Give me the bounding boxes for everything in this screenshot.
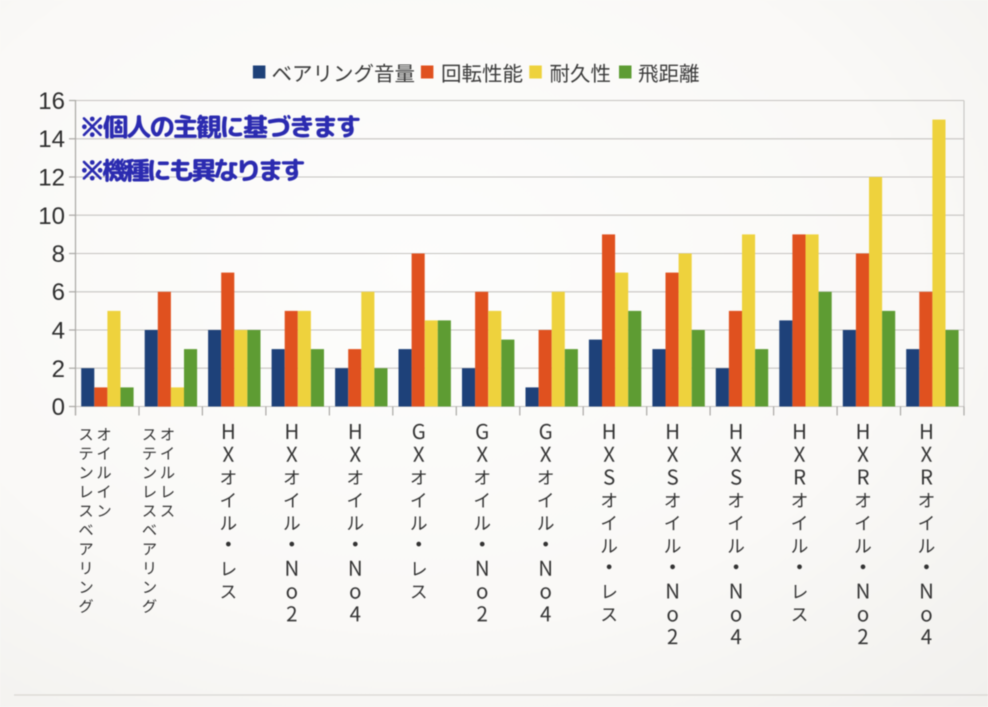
svg-text:10: 10 bbox=[38, 203, 65, 230]
svg-text:4: 4 bbox=[52, 318, 65, 345]
svg-text:6: 6 bbox=[52, 279, 65, 306]
svg-text:8: 8 bbox=[52, 241, 65, 268]
svg-text:14: 14 bbox=[38, 126, 65, 153]
svg-text:16: 16 bbox=[38, 88, 65, 115]
svg-text:2: 2 bbox=[52, 356, 65, 383]
svg-text:12: 12 bbox=[38, 165, 65, 192]
svg-text:0: 0 bbox=[52, 394, 65, 421]
